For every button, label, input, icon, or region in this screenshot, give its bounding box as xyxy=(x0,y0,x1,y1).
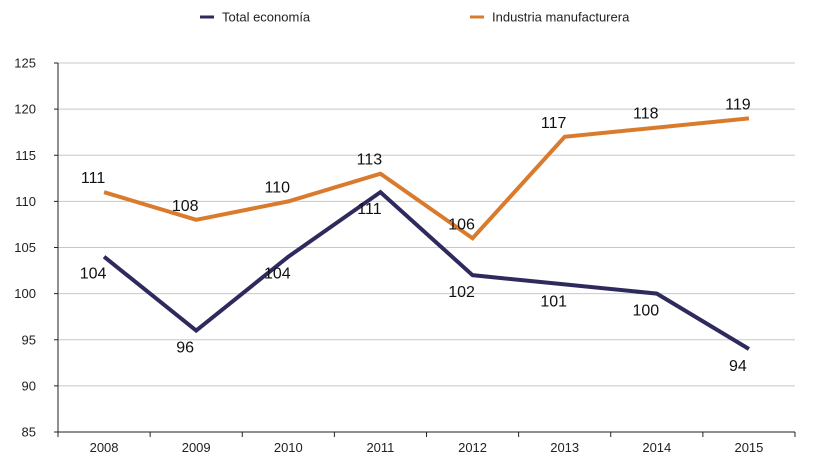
data-label: 117 xyxy=(541,115,567,132)
data-label: 101 xyxy=(540,293,567,310)
data-label: 100 xyxy=(632,303,659,320)
x-tick-label: 2008 xyxy=(90,440,119,455)
series-line-1 xyxy=(103,116,750,241)
legend-label: Industria manufacturera xyxy=(492,10,630,25)
x-tick-label: 2010 xyxy=(274,440,303,455)
legend-label: Total economía xyxy=(222,10,311,25)
x-tick-label: 2013 xyxy=(550,440,579,455)
axes: 85 90 95 100 105 110 115 120 125 2008 2009 2010 2011… xyxy=(14,56,796,455)
data-label: 104 xyxy=(264,266,291,283)
data-label: 118 xyxy=(633,106,659,123)
x-tick-label: 2012 xyxy=(458,440,487,455)
data-label: 94 xyxy=(729,358,747,375)
data-label: 106 xyxy=(448,216,475,233)
data-label: 111 xyxy=(357,201,381,218)
x-tick-label: 2011 xyxy=(366,440,394,455)
data-label: 119 xyxy=(725,96,751,113)
data-label: 111 xyxy=(81,170,105,187)
y-tick-label: 115 xyxy=(15,148,36,163)
data-label: 96 xyxy=(176,340,194,357)
y-tick-label: 105 xyxy=(14,240,36,255)
data-label: 113 xyxy=(357,152,383,169)
data-labels: 104 96 104 111 102 101 100 94 111 108 110 113 106 117… xyxy=(80,96,751,375)
grid-lines xyxy=(58,62,795,387)
x-tick-label: 2009 xyxy=(182,440,211,455)
y-tick-label: 95 xyxy=(22,332,36,347)
y-tick-label: 90 xyxy=(22,378,36,393)
data-label: 110 xyxy=(265,179,291,196)
y-tick-label: 125 xyxy=(14,56,36,71)
series-line-0 xyxy=(102,189,750,351)
y-tick-label: 120 xyxy=(14,102,36,117)
data-label: 104 xyxy=(80,266,107,283)
y-tick-label: 100 xyxy=(14,286,36,301)
x-tick-label: 2014 xyxy=(642,440,671,455)
x-tick-label: 2015 xyxy=(734,440,763,455)
data-label: 108 xyxy=(172,198,199,215)
data-label: 102 xyxy=(448,284,475,301)
y-tick-label: 85 xyxy=(22,425,36,440)
y-tick-label: 110 xyxy=(15,194,36,209)
legend: Total economía Industria manufacturera xyxy=(200,10,630,25)
series-lines xyxy=(102,116,750,351)
